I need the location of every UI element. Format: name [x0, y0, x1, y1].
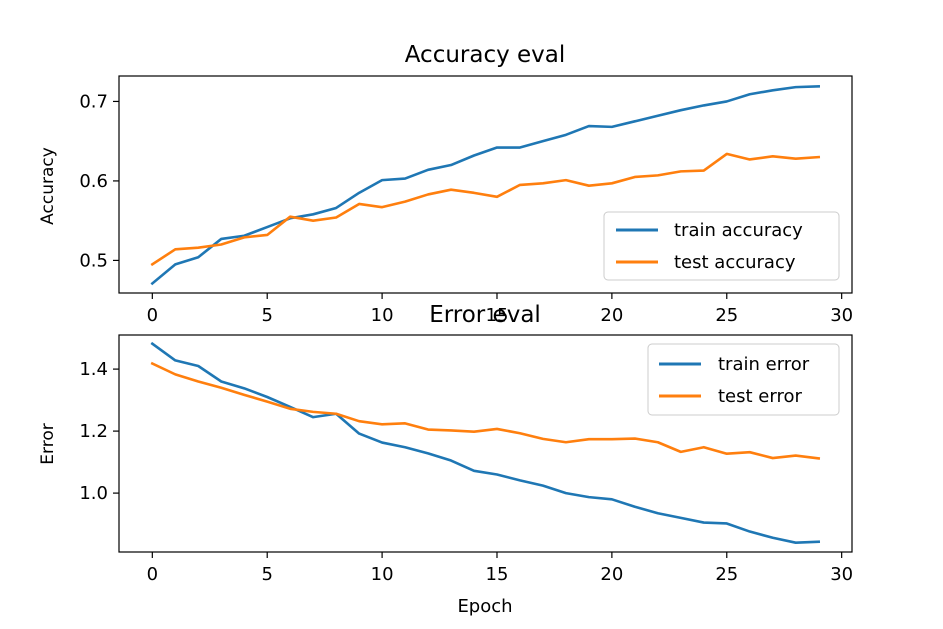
accuracy-plot-frame [118, 75, 853, 294]
accuracy-legend-label-train: train accuracy [674, 220, 803, 241]
error-x-tick-label: 20 [600, 564, 623, 585]
error-series-line-test [150, 361, 821, 460]
accuracy-x-tick-label: 15 [486, 305, 509, 326]
error-legend-label-train: train error [718, 354, 810, 375]
error-ticks-group: 0 5 10 15 20 25 30 1.0 1.2 1.4 [79, 359, 853, 585]
error-series-line-train [150, 341, 821, 545]
accuracy-y-tick-label: 0.6 [79, 171, 108, 192]
accuracy-x-tick-label: 5 [261, 305, 272, 326]
error-plot-frame [118, 334, 853, 553]
accuracy-chart-title: Accuracy eval [405, 42, 566, 68]
error-y-tick-label: 1.0 [79, 483, 108, 504]
error-series-group [150, 341, 821, 545]
accuracy-series-group [150, 84, 821, 286]
accuracy-subplot: Accuracy eval Accuracy 0 5 10 15 20 25 30 0.5 0.… [38, 42, 853, 326]
error-legend-label-test: test error [718, 386, 802, 407]
accuracy-ticks-group: 0 5 10 15 20 25 30 0.5 0.6 0.7 [79, 91, 853, 326]
error-chart-title: Error eval [429, 302, 541, 328]
error-y-tick-label: 1.2 [79, 421, 108, 442]
accuracy-legend-box [603, 211, 840, 281]
error-x-axis-label: Epoch [457, 596, 512, 617]
error-x-tick-label: 5 [261, 564, 272, 585]
accuracy-series-line-test [150, 152, 821, 267]
error-x-tick-label: 15 [486, 564, 509, 585]
error-subplot: 0 5 10 15 20 25 30 1.0 1.2 1.4 Error eval Error E… [38, 302, 853, 617]
accuracy-x-tick-label: 20 [600, 305, 623, 326]
accuracy-series-line-train [150, 84, 821, 286]
accuracy-x-tick-label: 10 [371, 305, 394, 326]
error-x-tick-label: 25 [715, 564, 738, 585]
error-x-tick-label: 10 [371, 564, 394, 585]
error-y-axis-label: Error [38, 423, 58, 464]
accuracy-y-tick-label: 0.7 [79, 91, 108, 112]
accuracy-y-axis-label: Accuracy [38, 147, 58, 225]
error-x-tick-label: 0 [147, 564, 158, 585]
accuracy-legend-label-test: test accuracy [674, 252, 796, 273]
error-y-tick-label: 1.4 [79, 359, 108, 380]
error-legend: train error test error [647, 343, 840, 416]
accuracy-x-tick-label: 25 [715, 305, 738, 326]
accuracy-x-tick-label: 30 [830, 305, 853, 326]
accuracy-legend: train accuracy test accuracy [603, 211, 840, 281]
accuracy-x-tick-label: 0 [147, 305, 158, 326]
accuracy-y-tick-label: 0.5 [79, 250, 108, 271]
error-x-tick-label: 30 [830, 564, 853, 585]
